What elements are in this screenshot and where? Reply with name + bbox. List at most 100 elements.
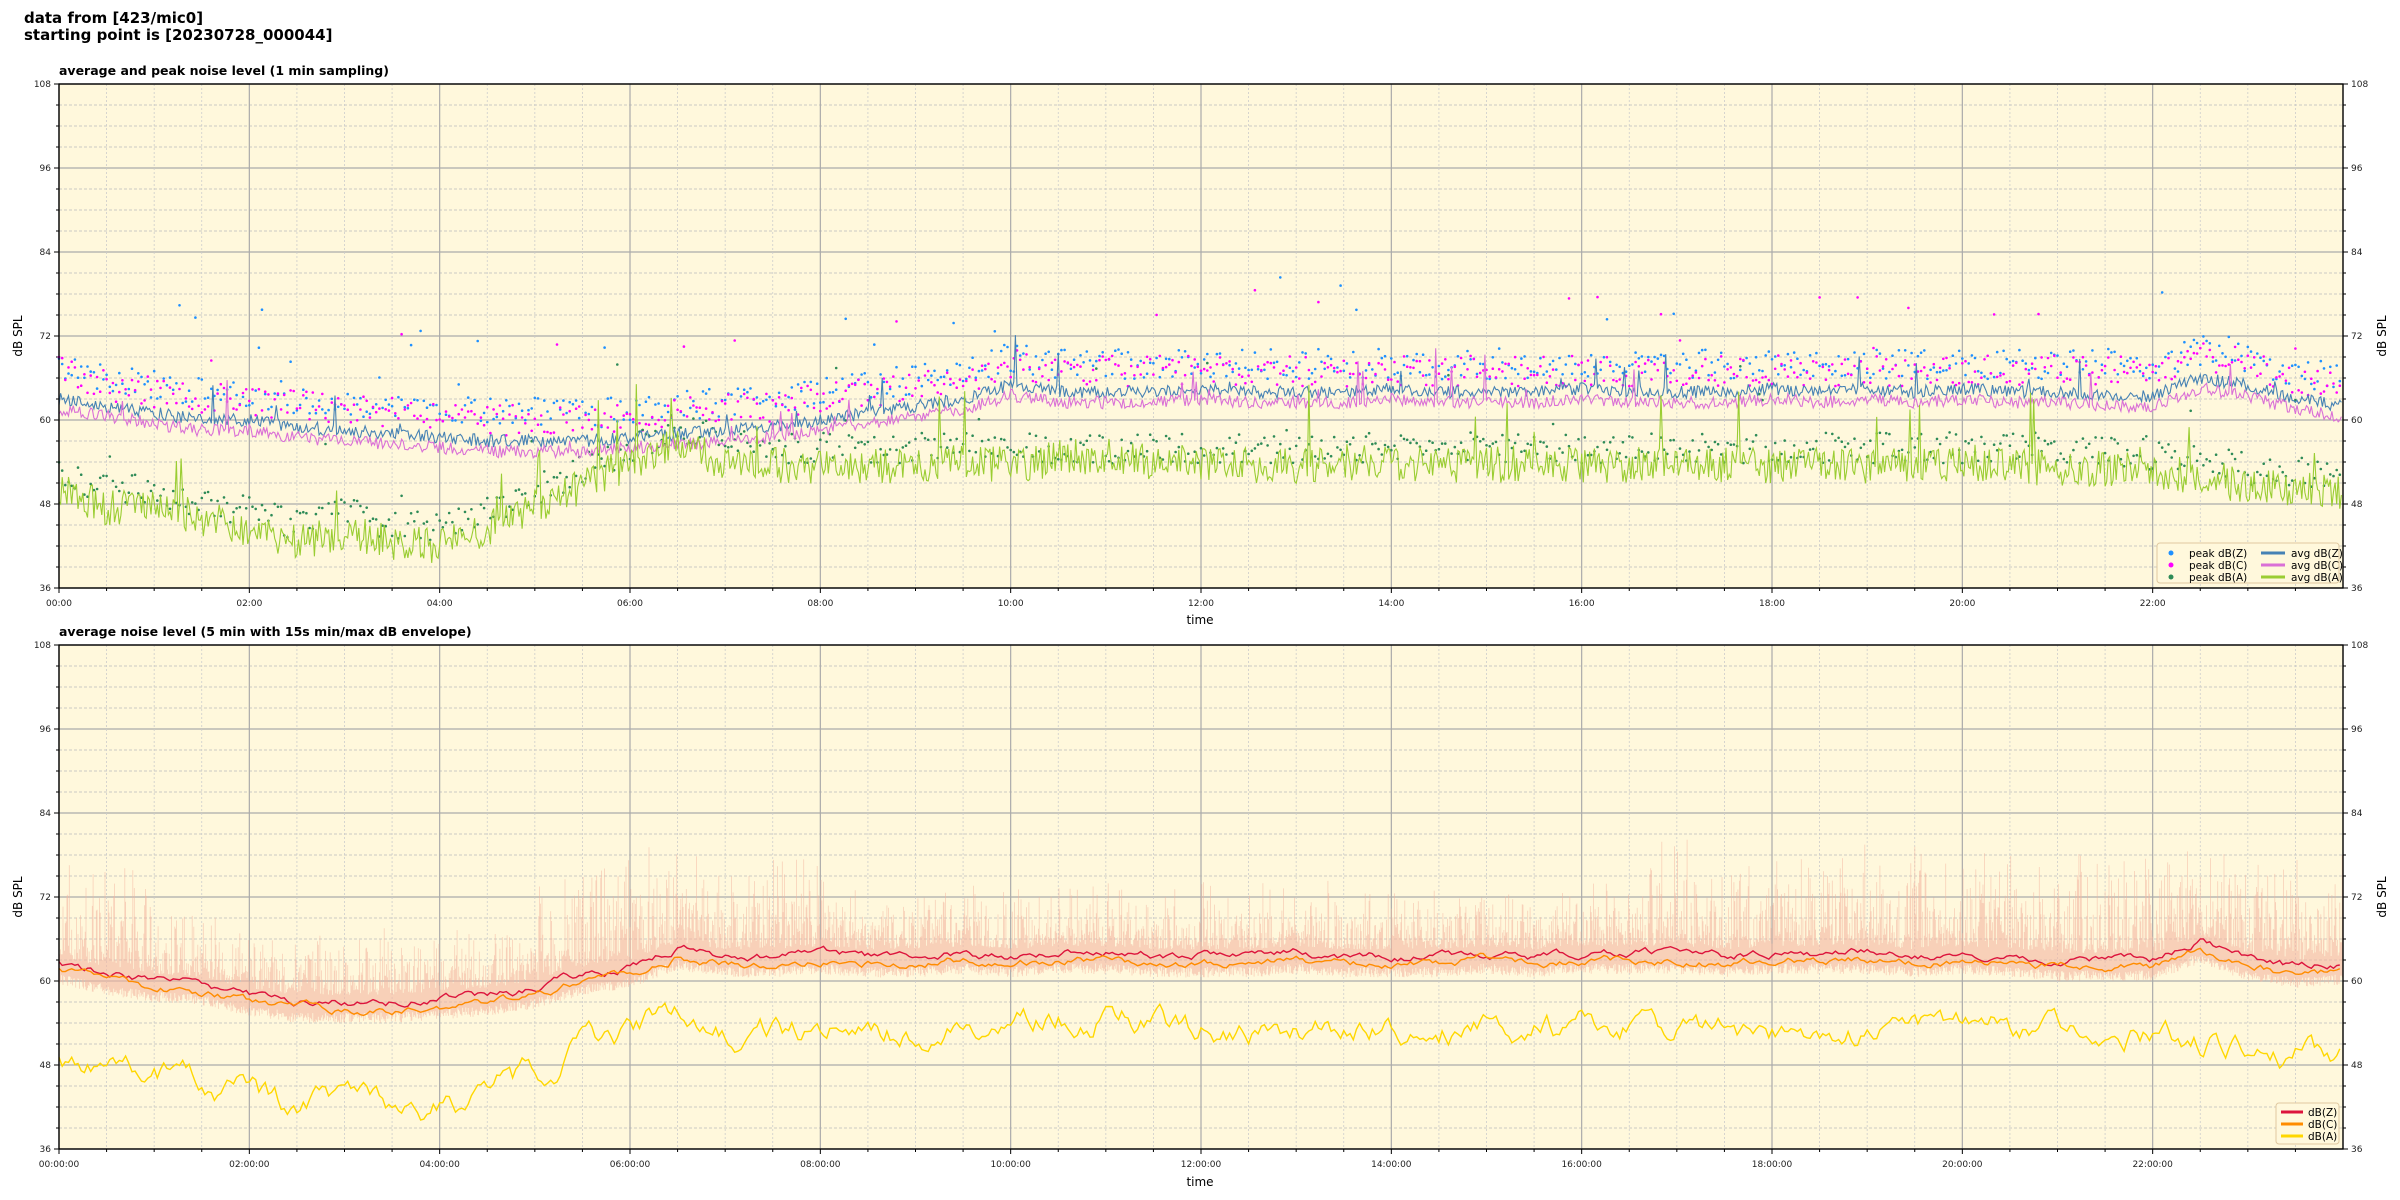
peak-point [539, 414, 543, 417]
peak-point [866, 440, 870, 444]
peak-point [2068, 378, 2072, 382]
peak-point [133, 473, 137, 477]
peak-point [441, 419, 445, 423]
peak-point [2183, 464, 2186, 468]
peak-point [1951, 354, 1955, 358]
peak-point [616, 363, 619, 366]
peak-point [1561, 451, 1564, 454]
peak-point [2116, 373, 2120, 376]
peak-point [647, 423, 651, 427]
peak-point [127, 394, 131, 397]
peak-point [327, 502, 330, 505]
peak-point [397, 395, 400, 399]
peak-point [317, 506, 321, 510]
peak-point [571, 459, 575, 463]
peak-point [543, 430, 546, 434]
peak-point [1643, 362, 1647, 365]
peak-point [374, 518, 378, 521]
peak-point [1742, 461, 1745, 465]
peak-point [1865, 371, 1869, 375]
peak-point [203, 397, 207, 400]
peak-point [1637, 357, 1641, 360]
header-source: data from [423/mic0] [24, 9, 203, 27]
peak-point [1202, 367, 1206, 371]
peak-point [828, 404, 832, 408]
peak-point [2081, 437, 2085, 440]
peak-point [2338, 473, 2342, 477]
peak-point [923, 437, 927, 440]
peak-point [2287, 382, 2291, 385]
peak-point [2300, 456, 2304, 460]
peak-point [70, 360, 73, 364]
peak-point [606, 426, 610, 429]
peak-point [1567, 297, 1571, 300]
x-tick-label: 00:00:00 [39, 1160, 80, 1170]
peak-point [60, 356, 64, 360]
peak-point [965, 377, 968, 381]
peak-point [1485, 444, 1488, 447]
peak-point [1938, 366, 1942, 370]
peak-point [2218, 471, 2221, 475]
peak-point [2221, 462, 2224, 465]
peak-point [1783, 439, 1786, 442]
peak-point [1215, 363, 1219, 366]
peak-point [2011, 432, 2015, 436]
peak-point [1716, 384, 1720, 387]
peak-point [603, 412, 606, 415]
header-start: starting point is [20230728_000044] [24, 26, 332, 44]
peak-point [1469, 358, 1472, 361]
peak-point [1415, 359, 1418, 363]
peak-point [746, 441, 749, 445]
peak-point [1704, 440, 1707, 444]
peak-point [2306, 361, 2310, 364]
y-tick-label: 72 [40, 332, 51, 342]
peak-point [692, 417, 695, 420]
peak-point [609, 396, 613, 400]
peak-point [1751, 379, 1755, 382]
peak-point [67, 372, 70, 375]
peak-point [2297, 365, 2300, 369]
peak-point [1009, 448, 1012, 452]
peak-point [413, 520, 416, 523]
peak-point [263, 392, 267, 396]
peak-point [2122, 370, 2126, 374]
peak-point [2221, 364, 2224, 367]
legend-label: peak dB(C) [2189, 560, 2247, 572]
peak-point [1580, 361, 1583, 364]
peak-point [1862, 352, 1866, 356]
peak-point [879, 373, 882, 376]
peak-point [1317, 300, 1320, 304]
peak-point [723, 398, 727, 402]
peak-point [2329, 473, 2332, 476]
peak-point [111, 389, 115, 393]
peak-point [1501, 433, 1504, 437]
peak-point [622, 418, 625, 421]
peak-point [1390, 448, 1393, 452]
peak-point [1491, 442, 1495, 445]
peak-point [1047, 378, 1050, 382]
peak-point [1415, 441, 1418, 445]
peak-point [1380, 356, 1384, 360]
peak-point [466, 517, 470, 521]
peak-point [289, 389, 292, 392]
peak-point [682, 437, 686, 441]
peak-point [739, 415, 743, 419]
peak-point [1453, 365, 1457, 369]
peak-point [1777, 373, 1780, 376]
peak-point [2091, 349, 2094, 352]
peak-point [2325, 384, 2329, 388]
peak-point [1253, 447, 1257, 450]
peak-point [2129, 356, 2132, 360]
peak-point [1621, 440, 1625, 444]
peak-point [571, 402, 575, 406]
peak-point [1745, 375, 1748, 379]
peak-point [105, 373, 108, 377]
peak-point [181, 382, 184, 385]
peak-point [2271, 378, 2275, 381]
peak-point [1878, 369, 1882, 372]
peak-point [1834, 369, 1837, 373]
peak-point [2126, 359, 2129, 363]
peak-point [251, 388, 254, 391]
peak-point [2132, 454, 2135, 458]
peak-point [127, 491, 131, 495]
